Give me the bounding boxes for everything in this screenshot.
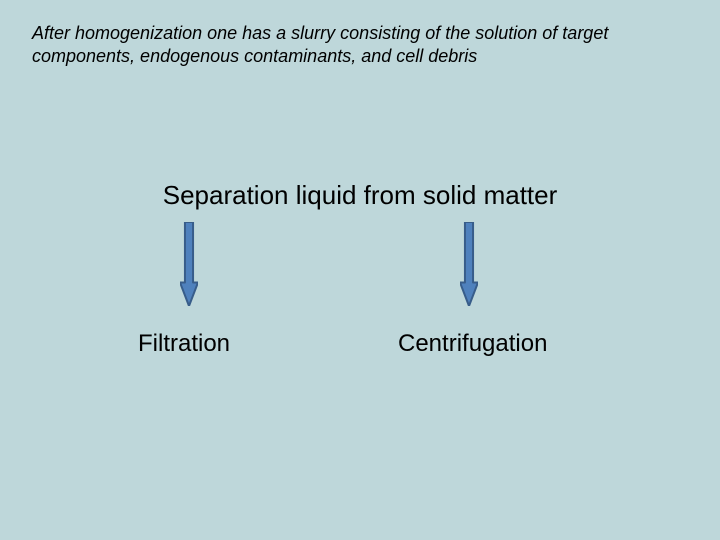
arrow-down-icon-left xyxy=(180,222,198,306)
label-filtration: Filtration xyxy=(138,330,230,358)
label-centrifugation: Centrifugation xyxy=(398,330,547,358)
slide-container: After homogenization one has a slurry co… xyxy=(0,0,720,540)
arrow-down-icon-right xyxy=(460,222,478,306)
intro-paragraph: After homogenization one has a slurry co… xyxy=(32,22,680,67)
main-heading: Separation liquid from solid matter xyxy=(0,180,720,211)
